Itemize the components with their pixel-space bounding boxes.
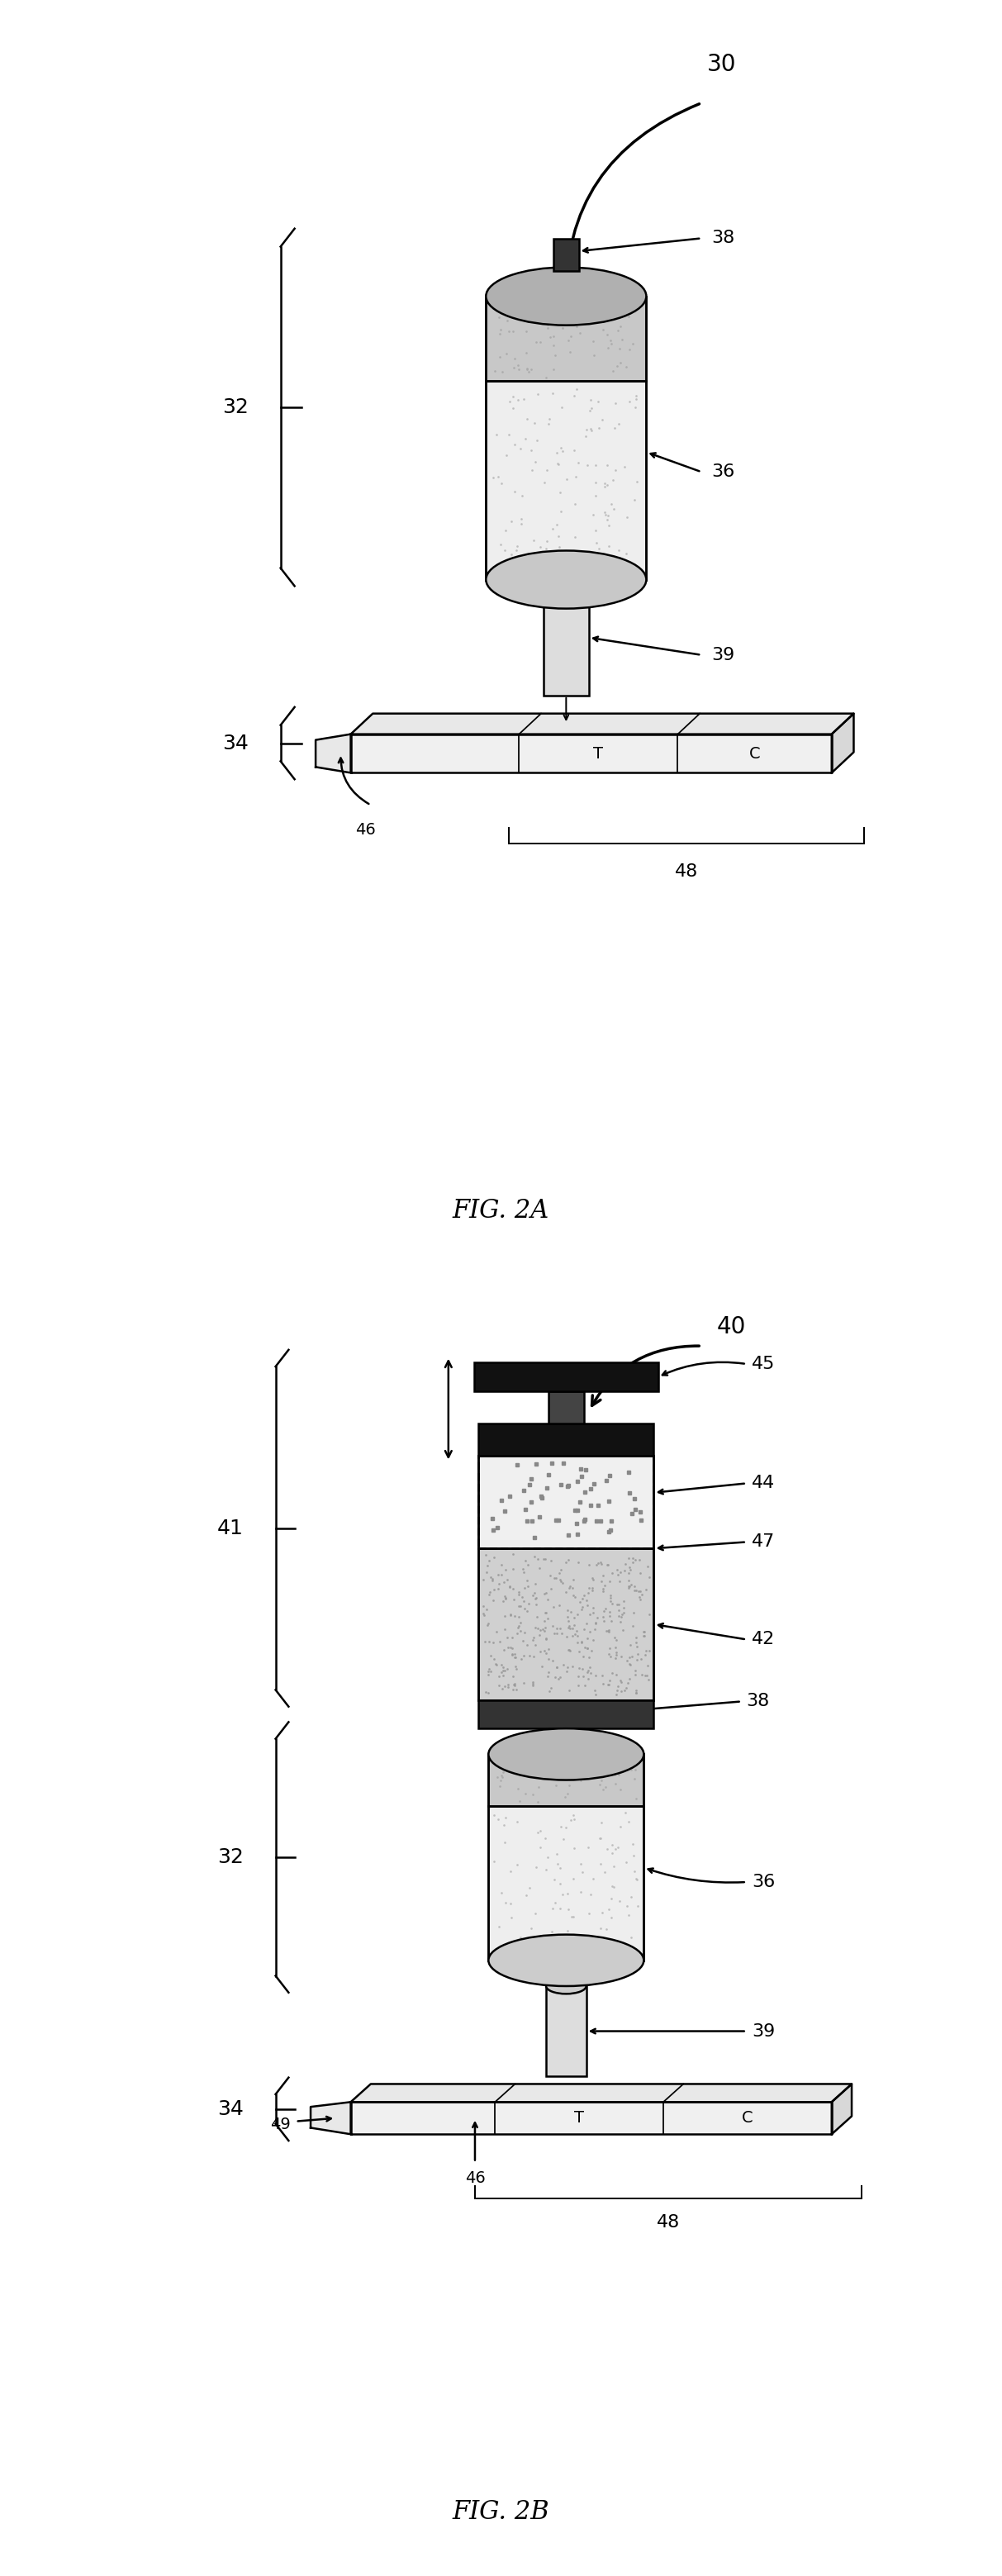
Bar (486, 296, 646, 580)
Text: FIG. 2A: FIG. 2A (453, 1198, 549, 1224)
Text: 32: 32 (222, 397, 248, 417)
Bar (486, 381, 646, 580)
Polygon shape (832, 2084, 852, 2133)
Polygon shape (351, 2084, 852, 2102)
Text: 34: 34 (222, 734, 248, 752)
Bar (543, 580, 589, 696)
Polygon shape (351, 2102, 832, 2133)
Text: 39: 39 (711, 647, 734, 662)
Bar (546, 1986, 586, 2076)
Bar (486, 296, 646, 381)
Text: T: T (574, 2110, 584, 2125)
Polygon shape (351, 734, 832, 773)
Text: 48: 48 (674, 863, 698, 878)
Text: 40: 40 (716, 1316, 746, 1337)
Bar (478, 1700, 653, 1728)
Text: T: T (593, 744, 603, 762)
Bar (478, 1422, 653, 1455)
Text: 36: 36 (711, 464, 734, 479)
Text: 41: 41 (217, 1517, 243, 1538)
Polygon shape (832, 714, 854, 773)
Ellipse shape (486, 268, 646, 325)
Ellipse shape (486, 551, 646, 608)
Text: 48: 48 (656, 2215, 680, 2231)
Ellipse shape (488, 1935, 643, 1986)
Text: 47: 47 (752, 1533, 775, 1551)
Bar (488, 1754, 643, 1960)
Bar (549, 1391, 583, 1422)
Text: 44: 44 (752, 1476, 775, 1492)
Ellipse shape (546, 1978, 586, 1994)
Bar (478, 1455, 653, 1548)
Text: FIG. 2B: FIG. 2B (453, 2499, 549, 2524)
Ellipse shape (543, 572, 588, 587)
Text: 38: 38 (711, 229, 734, 247)
Text: 34: 34 (217, 2099, 243, 2120)
Text: C: C (749, 744, 761, 762)
Text: C: C (741, 2110, 754, 2125)
Text: 45: 45 (752, 1355, 775, 1373)
Polygon shape (311, 2102, 351, 2133)
Polygon shape (316, 734, 351, 773)
Text: 32: 32 (217, 1847, 243, 1868)
Bar (488, 1754, 643, 1806)
Text: 39: 39 (752, 2022, 775, 2040)
Bar (478, 1548, 653, 1700)
Polygon shape (351, 714, 854, 734)
Bar (488, 1806, 643, 1960)
Text: 38: 38 (746, 1692, 770, 1710)
Bar (478, 1455, 653, 1700)
Ellipse shape (488, 1728, 643, 1780)
Bar (474, 1363, 658, 1391)
Bar (553, 240, 579, 270)
Text: 36: 36 (752, 1873, 775, 1891)
Text: 49: 49 (271, 2117, 291, 2133)
Text: 46: 46 (465, 2169, 485, 2187)
Text: 30: 30 (706, 54, 736, 75)
Text: 46: 46 (356, 822, 376, 837)
Bar (478, 1455, 653, 1548)
Text: 42: 42 (752, 1631, 775, 1649)
